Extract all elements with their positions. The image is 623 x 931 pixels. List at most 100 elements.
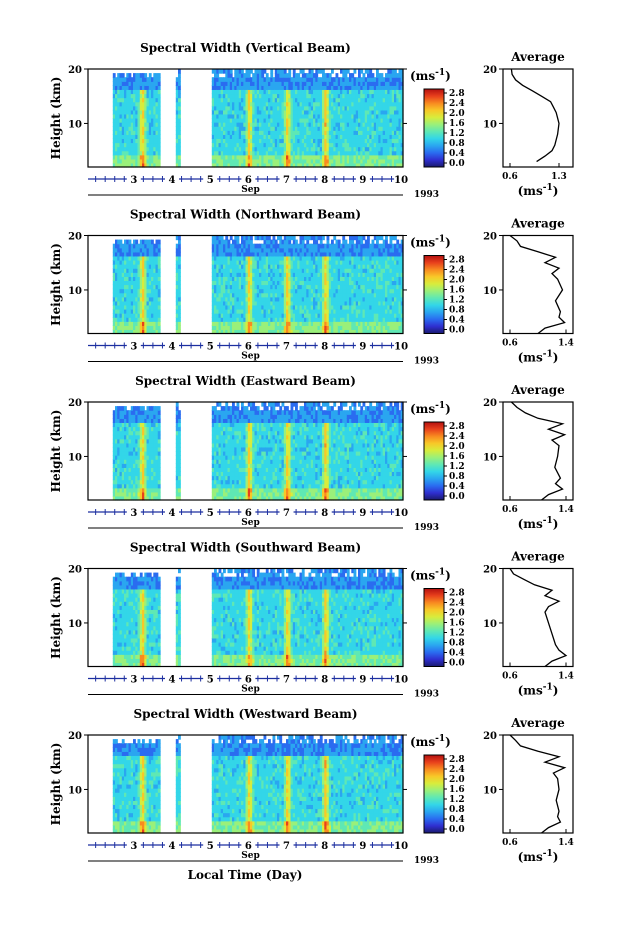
heatmap-cell xyxy=(358,150,361,156)
heatmap-cell xyxy=(142,158,145,164)
heatmap-cell xyxy=(326,118,330,123)
heatmap-cell xyxy=(367,122,370,127)
heatmap-cell xyxy=(218,304,222,310)
heatmap-cell xyxy=(112,126,116,131)
heatmap-cell xyxy=(175,134,179,139)
heatmap-cell xyxy=(286,109,289,115)
heatmap-cell xyxy=(216,292,220,298)
heatmap-cell xyxy=(223,272,226,277)
heatmap-cell xyxy=(290,247,294,253)
heatmap-cell xyxy=(346,109,350,115)
heatmap-cell xyxy=(229,146,233,152)
heatmap-cell xyxy=(328,313,332,318)
heatmap-cell xyxy=(126,304,130,310)
heatmap-cell xyxy=(308,69,312,74)
heatmap-cell xyxy=(146,77,150,82)
heatmap-cell xyxy=(315,146,319,152)
heatmap-cell xyxy=(304,118,307,123)
heatmap-cell xyxy=(261,304,265,310)
heatmap-cell xyxy=(250,251,253,257)
heatmap-cell xyxy=(319,134,323,139)
heatmap-cell xyxy=(385,130,388,135)
heatmap-cell xyxy=(400,146,404,152)
heatmap-cell xyxy=(328,268,332,273)
heatmap-cell xyxy=(148,134,152,139)
heatmap-cell xyxy=(234,296,238,302)
heatmap-cell xyxy=(216,97,220,103)
heatmap-cell xyxy=(342,77,346,82)
heatmap-cell xyxy=(261,109,265,115)
heatmap-cell xyxy=(270,93,274,99)
heatmap-cell xyxy=(214,329,217,335)
heatmap-cell xyxy=(306,264,310,269)
heatmap-cell xyxy=(218,85,222,90)
heatmap-cell xyxy=(319,69,323,74)
heatmap-cell xyxy=(369,138,373,144)
heatmap-cell xyxy=(328,321,332,326)
heatmap-cell xyxy=(232,304,235,310)
heatmap-cell xyxy=(178,268,181,273)
heatmap-cell xyxy=(371,81,375,86)
heatmap-cell xyxy=(225,77,229,82)
heatmap-cell xyxy=(281,317,285,322)
heatmap-cell xyxy=(247,73,251,78)
heatmap-cell xyxy=(175,255,179,261)
heatmap-cell xyxy=(387,150,391,156)
heatmap-cell xyxy=(256,113,260,119)
heatmap-cell xyxy=(157,317,161,322)
heatmap-cell xyxy=(306,317,310,322)
heatmap-cell xyxy=(148,276,152,281)
heatmap-cell xyxy=(382,122,386,127)
heatmap-cell xyxy=(270,113,274,119)
day-label-bg xyxy=(394,173,409,185)
heatmap-cell xyxy=(304,292,307,298)
heatmap-cell xyxy=(112,77,116,82)
heatmap-cell xyxy=(252,93,256,99)
heatmap-cell xyxy=(400,150,404,156)
heatmap-cell xyxy=(277,268,280,273)
heatmap-cell xyxy=(290,284,294,290)
heatmap-cell xyxy=(360,130,364,135)
heatmap-cell xyxy=(295,97,298,103)
heatmap-cell xyxy=(211,69,215,74)
heatmap-cell xyxy=(234,85,238,90)
heatmap-cell xyxy=(387,118,391,123)
heatmap-cell xyxy=(283,118,287,123)
heatmap-cell xyxy=(135,142,139,148)
heatmap-cell xyxy=(265,243,269,249)
heatmap-cell xyxy=(346,134,350,139)
heatmap-cell xyxy=(243,85,247,90)
heatmap-cell xyxy=(220,69,224,74)
heatmap-cell xyxy=(227,113,231,119)
heatmap-cell xyxy=(331,101,334,107)
heatmap-cell xyxy=(128,300,132,306)
heatmap-cell xyxy=(378,134,382,139)
heatmap-cell xyxy=(268,292,271,298)
heatmap-cell xyxy=(243,329,247,335)
heatmap-cell xyxy=(288,292,292,298)
heatmap-cell xyxy=(263,109,267,115)
heatmap-cell xyxy=(313,150,316,156)
heatmap-cell xyxy=(250,118,253,123)
heatmap-cell xyxy=(148,126,152,131)
heatmap-cell xyxy=(319,292,323,298)
heatmap-cell xyxy=(360,142,364,148)
heatmap-cell xyxy=(216,325,220,330)
heatmap-cell xyxy=(319,89,323,95)
heatmap-cell xyxy=(263,85,267,90)
heatmap-cell xyxy=(232,158,235,164)
heatmap-cell xyxy=(157,260,161,265)
heatmap-cell xyxy=(376,138,379,144)
heatmap-cell xyxy=(241,81,244,86)
heatmap-cell xyxy=(364,93,368,99)
heatmap-cell xyxy=(214,247,217,253)
heatmap-cell xyxy=(126,280,130,286)
heatmap-cell xyxy=(270,272,274,277)
heatmap-cell xyxy=(310,288,314,294)
heatmap-cell xyxy=(317,304,321,310)
heatmap-cell xyxy=(261,130,265,135)
heatmap-cell xyxy=(139,146,143,152)
heatmap-cell xyxy=(259,321,262,326)
heatmap-cell xyxy=(288,284,292,290)
heatmap-cell xyxy=(382,77,386,82)
